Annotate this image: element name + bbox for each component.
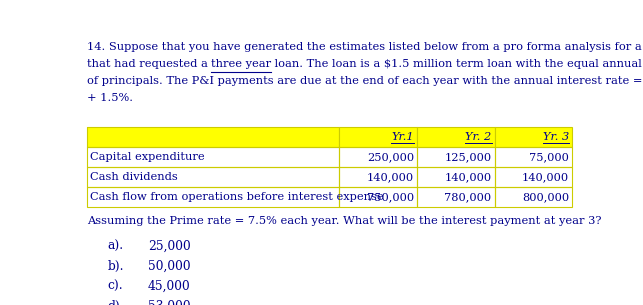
Bar (340, 147, 417, 167)
Text: 125,000: 125,000 (444, 152, 491, 162)
Text: 25,000: 25,000 (148, 240, 190, 253)
Bar (417, 167, 494, 187)
Bar (87, 127, 340, 147)
Text: 250,000: 250,000 (367, 152, 414, 162)
Text: Capital expenditure: Capital expenditure (90, 152, 204, 162)
Text: Yr. 3: Yr. 3 (543, 132, 569, 142)
Text: 45,000: 45,000 (148, 280, 190, 293)
Bar (87, 187, 340, 207)
Text: 140,000: 140,000 (444, 172, 491, 182)
Text: 14. Suppose that you have generated the estimates listed below from a pro forma : 14. Suppose that you have generated the … (87, 42, 643, 52)
Bar (494, 147, 572, 167)
Bar (87, 127, 340, 147)
Bar (340, 167, 417, 187)
Bar (417, 127, 494, 147)
Text: loan. The loan is a $1.5 million term loan with the equal annual payments: loan. The loan is a $1.5 million term lo… (271, 59, 643, 69)
Text: c).: c). (108, 280, 123, 293)
Text: Yr. 2: Yr. 2 (466, 132, 491, 142)
Bar (494, 127, 572, 147)
Bar (87, 167, 340, 187)
Text: d).: d). (108, 300, 124, 305)
Text: that had requested a: that had requested a (87, 59, 212, 69)
Text: three year: three year (212, 59, 271, 69)
Text: 50,000: 50,000 (148, 260, 190, 273)
Bar (417, 127, 494, 147)
Text: Yr.1: Yr.1 (392, 132, 414, 142)
Text: 140,000: 140,000 (522, 172, 569, 182)
Text: Assuming the Prime rate = 7.5% each year. What will be the interest payment at y: Assuming the Prime rate = 7.5% each year… (87, 216, 601, 226)
Bar (417, 147, 494, 167)
Text: a).: a). (108, 240, 124, 253)
Text: 750,000: 750,000 (367, 192, 414, 202)
Bar (494, 187, 572, 207)
Text: + 1.5%.: + 1.5%. (87, 93, 133, 103)
Bar (417, 187, 494, 207)
Text: 75,000: 75,000 (529, 152, 569, 162)
Text: Cash flow from operations before interest expense: Cash flow from operations before interes… (90, 192, 383, 202)
Text: b).: b). (108, 260, 124, 273)
Bar (340, 127, 417, 147)
Bar (494, 127, 572, 147)
Text: 800,000: 800,000 (522, 192, 569, 202)
Text: 140,000: 140,000 (367, 172, 414, 182)
Text: of principals. The P&I payments are due at the end of each year with the annual : of principals. The P&I payments are due … (87, 76, 643, 86)
Text: 53,000: 53,000 (148, 300, 190, 305)
Text: 780,000: 780,000 (444, 192, 491, 202)
Text: Cash dividends: Cash dividends (90, 172, 177, 182)
Bar (87, 147, 340, 167)
Bar (340, 127, 417, 147)
Bar (494, 167, 572, 187)
Bar (340, 187, 417, 207)
